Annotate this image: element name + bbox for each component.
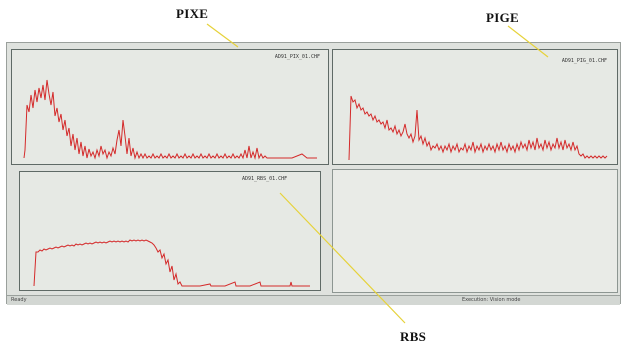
rbs-spectrum-line: [33, 239, 310, 287]
rbs-label: RBS: [400, 329, 427, 344]
rbs-spectrum-plot: [33, 239, 310, 287]
pige-label: PIGE: [486, 10, 519, 25]
status-right-text: Execution: Vision mode: [462, 297, 521, 303]
pixe-spectrum-plot: [23, 79, 317, 160]
empty-spectrum-pane[interactable]: [332, 169, 618, 293]
pixe-filename: AD91_PIX_01.CHF: [274, 54, 320, 60]
pige-spectrum-pane[interactable]: AD91_PIG_01.CHF: [332, 49, 618, 165]
pixe-label: PIXE: [176, 6, 209, 21]
rbs-filename: AD91_RBS_01.CHF: [242, 176, 288, 182]
status-left-text: Ready: [11, 297, 27, 303]
rbs-spectrum-pane[interactable]: AD91_RBS_01.CHF: [19, 171, 321, 291]
pige-spectrum-plot: [348, 95, 608, 161]
spectrum-viewer-window: AD91_PIX_01.CHF AD91_PIG_01.CHF AD91_RBS…: [6, 42, 621, 305]
status-bar: Ready Execution: Vision mode: [7, 295, 620, 305]
pixe-spectrum-line: [23, 79, 317, 160]
pixe-spectrum-pane[interactable]: AD91_PIX_01.CHF: [11, 49, 329, 165]
pige-filename: AD91_PIG_01.CHF: [561, 58, 607, 64]
pige-spectrum-line: [348, 95, 608, 161]
